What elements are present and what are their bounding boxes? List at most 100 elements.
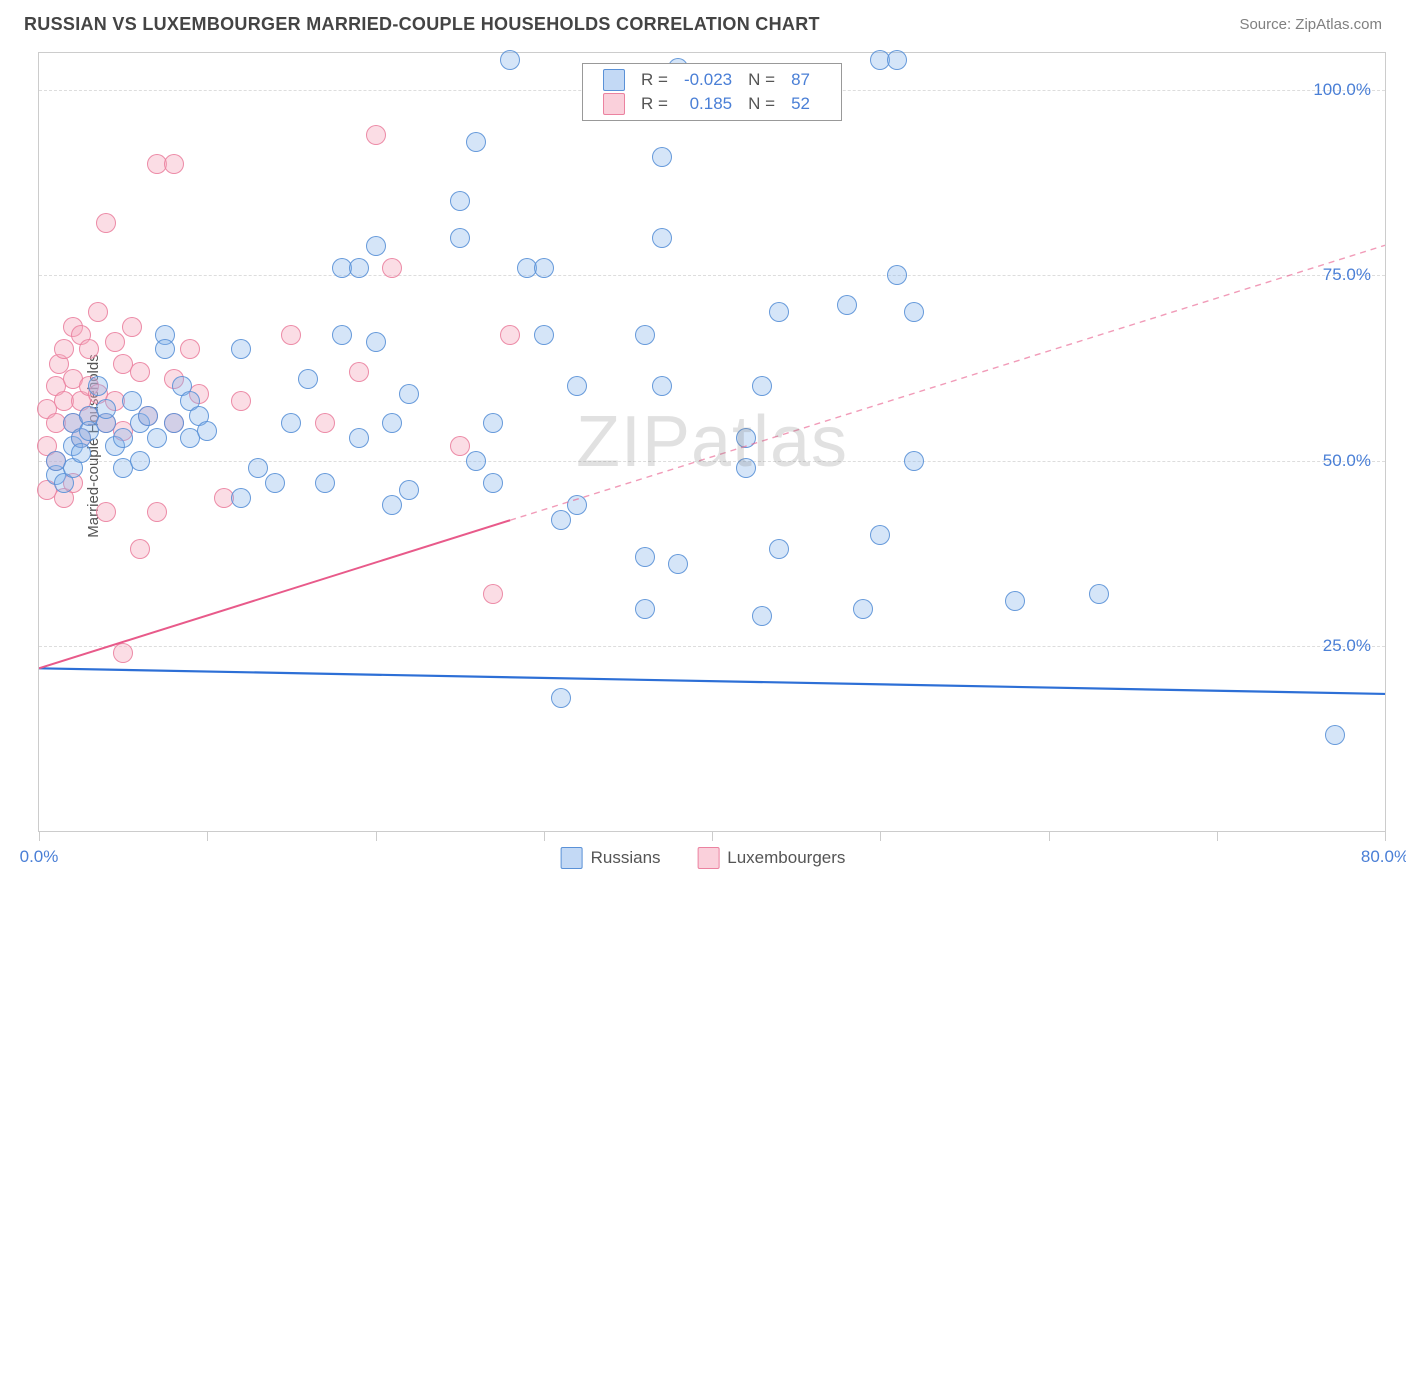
data-point-luxembourgers: [483, 584, 503, 604]
x-tick: [544, 831, 545, 841]
x-tick: [1049, 831, 1050, 841]
data-point-russians: [567, 376, 587, 396]
data-point-luxembourgers: [105, 332, 125, 352]
data-point-russians: [130, 451, 150, 471]
data-point-luxembourgers: [79, 339, 99, 359]
data-point-russians: [155, 339, 175, 359]
data-point-russians: [71, 443, 91, 463]
x-tick-label: 80.0%: [1361, 847, 1406, 867]
data-point-russians: [113, 428, 133, 448]
y-tick-label: 25.0%: [1323, 636, 1371, 656]
x-tick: [880, 831, 881, 841]
data-point-russians: [349, 258, 369, 278]
n-value-luxembourgers: 52: [783, 92, 818, 116]
data-point-russians: [450, 228, 470, 248]
data-point-russians: [382, 495, 402, 515]
x-tick-label: 0.0%: [20, 847, 59, 867]
data-point-russians: [652, 228, 672, 248]
x-tick: [207, 831, 208, 841]
data-point-russians: [138, 406, 158, 426]
data-point-luxembourgers: [113, 643, 133, 663]
data-point-russians: [450, 191, 470, 211]
x-tick: [376, 831, 377, 841]
x-tick: [712, 831, 713, 841]
data-point-russians: [399, 480, 419, 500]
data-point-russians: [904, 302, 924, 322]
data-point-russians: [315, 473, 335, 493]
data-point-russians: [281, 413, 301, 433]
data-point-russians: [399, 384, 419, 404]
data-point-russians: [534, 325, 554, 345]
data-point-russians: [1089, 584, 1109, 604]
r-value-luxembourgers: 0.185: [676, 92, 740, 116]
data-point-russians: [197, 421, 217, 441]
data-point-russians: [635, 325, 655, 345]
data-point-russians: [904, 451, 924, 471]
swatch-blue: [603, 69, 625, 91]
data-point-luxembourgers: [164, 154, 184, 174]
swatch-pink: [603, 93, 625, 115]
data-point-luxembourgers: [315, 413, 335, 433]
data-point-russians: [551, 688, 571, 708]
data-point-russians: [466, 132, 486, 152]
data-point-russians: [231, 488, 251, 508]
data-point-luxembourgers: [180, 339, 200, 359]
data-point-russians: [366, 236, 386, 256]
data-point-russians: [96, 399, 116, 419]
data-point-luxembourgers: [281, 325, 301, 345]
y-tick-label: 50.0%: [1323, 451, 1371, 471]
data-point-russians: [652, 376, 672, 396]
data-point-russians: [164, 413, 184, 433]
data-point-russians: [466, 451, 486, 471]
data-point-russians: [635, 599, 655, 619]
data-point-luxembourgers: [130, 362, 150, 382]
data-point-russians: [652, 147, 672, 167]
source-label: Source: ZipAtlas.com: [1239, 16, 1382, 33]
data-point-russians: [870, 525, 890, 545]
data-point-russians: [769, 539, 789, 559]
legend-item-luxembourgers: Luxembourgers: [697, 847, 845, 869]
chart-title: RUSSIAN VS LUXEMBOURGER MARRIED-COUPLE H…: [24, 14, 820, 35]
legend-row-luxembourgers: R = 0.185 N = 52: [595, 92, 818, 116]
data-point-russians: [122, 391, 142, 411]
data-point-luxembourgers: [366, 125, 386, 145]
legend-item-russians: Russians: [561, 847, 661, 869]
data-point-luxembourgers: [500, 325, 520, 345]
data-point-russians: [567, 495, 587, 515]
x-tick: [1385, 831, 1386, 841]
data-point-russians: [483, 473, 503, 493]
data-point-luxembourgers: [349, 362, 369, 382]
data-point-russians: [635, 547, 655, 567]
data-point-russians: [534, 258, 554, 278]
data-point-russians: [769, 302, 789, 322]
data-point-russians: [248, 458, 268, 478]
gridline: [39, 275, 1385, 276]
data-point-russians: [298, 369, 318, 389]
x-tick: [39, 831, 40, 841]
r-value-russians: -0.023: [676, 68, 740, 92]
data-point-russians: [231, 339, 251, 359]
n-label: N =: [740, 68, 783, 92]
legend-row-russians: R = -0.023 N = 87: [595, 68, 818, 92]
r-label: R =: [633, 68, 676, 92]
data-point-russians: [88, 376, 108, 396]
r-label: R =: [633, 92, 676, 116]
plot-surface: 25.0%50.0%75.0%100.0%0.0%80.0%: [39, 53, 1385, 831]
data-point-russians: [483, 413, 503, 433]
data-point-russians: [551, 510, 571, 530]
data-point-luxembourgers: [450, 436, 470, 456]
data-point-russians: [349, 428, 369, 448]
data-point-russians: [837, 295, 857, 315]
data-point-russians: [382, 413, 402, 433]
data-point-luxembourgers: [88, 302, 108, 322]
data-point-russians: [500, 50, 520, 70]
legend-label-russians: Russians: [591, 848, 661, 868]
data-point-russians: [332, 325, 352, 345]
data-point-russians: [668, 554, 688, 574]
data-point-russians: [265, 473, 285, 493]
data-point-luxembourgers: [231, 391, 251, 411]
data-point-luxembourgers: [96, 213, 116, 233]
data-point-russians: [853, 599, 873, 619]
n-value-russians: 87: [783, 68, 818, 92]
data-point-russians: [147, 428, 167, 448]
